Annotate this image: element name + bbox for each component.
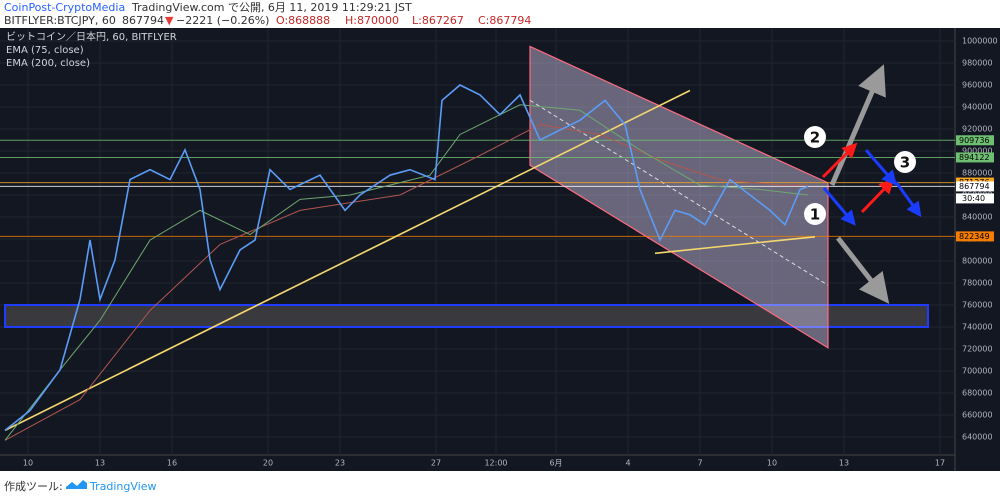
price-tag (956, 135, 994, 146)
chart-panel (0, 28, 1000, 471)
symbol: BITFLYER:BTCJPY, 60 (4, 14, 116, 27)
zone (4, 303, 929, 328)
y-tick-label: 920000 (962, 124, 993, 133)
trendline (4, 89, 691, 432)
y-tick-label: 880000 (962, 168, 993, 177)
x-tick-label: 12:00 (484, 459, 507, 468)
x-tick-label: 7 (697, 459, 702, 468)
annotation: 1 (810, 206, 820, 224)
price-tag (956, 181, 994, 192)
publisher: CoinPost-CryptoMedia (4, 1, 125, 14)
y-tick-label: 1000000 (962, 36, 998, 45)
y-tick-label: 660000 (962, 410, 993, 419)
price-tag-label: 867794 (959, 182, 990, 191)
x-tick-label: 27 (431, 459, 441, 468)
open: O:868888 (276, 14, 330, 27)
legend-entry: EMA (75, close) (6, 45, 84, 56)
trendline (654, 235, 816, 255)
x-tick-label: 23 (335, 459, 345, 468)
x-tick-label: 10 (767, 459, 777, 468)
annotation-badge (804, 203, 826, 225)
legend-entry: EMA (200, close) (6, 58, 90, 69)
annotation-badge (804, 126, 826, 148)
legend-entry: ビットコイン／日本円, 60, BITFLYER (6, 30, 177, 43)
arrow (829, 64, 886, 186)
y-tick-label: 740000 (962, 322, 993, 331)
annotation: 2 (810, 129, 820, 147)
y-tick-label: 960000 (962, 80, 993, 89)
arrows (821, 64, 922, 304)
y-tick-label: 980000 (962, 58, 993, 67)
y-tick-label: 780000 (962, 278, 993, 287)
annotation-badge (894, 151, 916, 173)
y-tick-label: 680000 (962, 388, 993, 397)
arrow (821, 142, 858, 179)
price-tag-label: 909736 (959, 136, 990, 145)
x-tick-label: 13 (839, 459, 849, 468)
close: C:867794 (478, 14, 531, 27)
published: TradingView.com で公開, 6月 11, 2019 11:29:2… (131, 1, 412, 14)
high: H:870000 (345, 14, 399, 27)
price-tag (956, 231, 994, 242)
brand-logo (66, 480, 87, 489)
y-tick-label: 760000 (962, 300, 993, 309)
y-tick-label: 840000 (962, 212, 993, 221)
y-tick-label: 900000 (962, 146, 993, 155)
arrow (836, 236, 890, 304)
x-tick-label: 20 (263, 459, 273, 468)
last-price: 867794 (122, 14, 164, 27)
made-with: 作成ツール: (4, 480, 63, 493)
y-tick-label: 800000 (962, 256, 993, 265)
price-tag (956, 152, 994, 163)
change: −2221 (−0.26%) (176, 14, 269, 27)
price-tag-label: 894122 (959, 153, 990, 162)
brand: TradingView (89, 480, 156, 493)
annotation: 3 (900, 154, 910, 172)
arrow (860, 178, 895, 214)
y-tick-label: 640000 (962, 432, 993, 441)
x-tick-label: 13 (95, 459, 105, 468)
direction: ▼ (165, 14, 174, 27)
series-line (4, 104, 809, 441)
series-line (4, 84, 809, 431)
countdown: 30:40 (962, 194, 985, 203)
arrow (822, 187, 856, 226)
low: L:867267 (412, 14, 464, 27)
x-tick-label: 4 (625, 459, 630, 468)
arrow (894, 181, 922, 218)
x-tick-label: 16 (167, 459, 177, 468)
series-line (4, 124, 808, 441)
x-tick-label: 17 (935, 459, 945, 468)
x-tick-label: 10 (23, 459, 33, 468)
y-tick-label: 940000 (962, 102, 993, 111)
y-tick-label: 700000 (962, 366, 993, 375)
price-tag-label: 822349 (959, 232, 990, 241)
y-tick-label: 720000 (962, 344, 993, 353)
countdown-tag (956, 193, 994, 204)
channel (529, 45, 829, 349)
x-tick-label: 6月 (549, 459, 562, 468)
arrow (864, 149, 897, 186)
